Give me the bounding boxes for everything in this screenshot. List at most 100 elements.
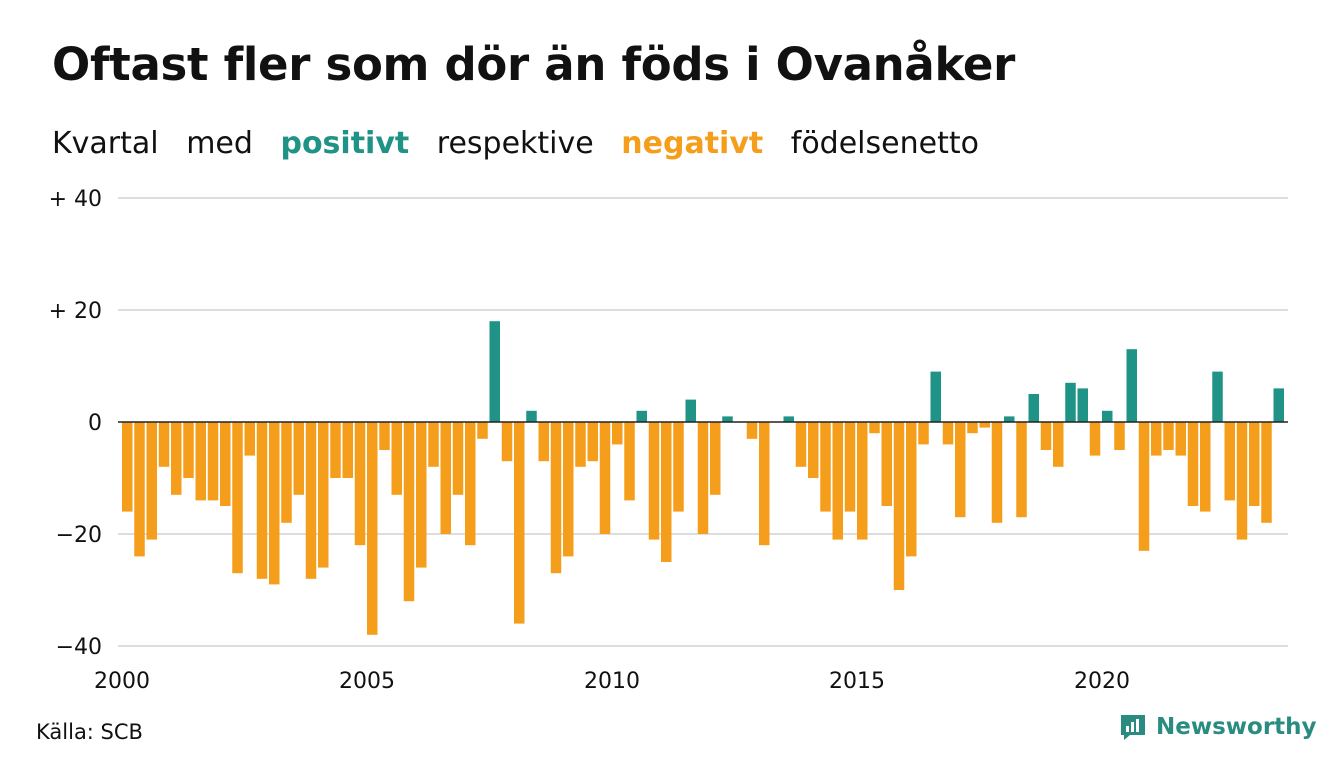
bar-positive [1102, 410, 1113, 422]
bar-negative [661, 422, 672, 562]
bars [122, 321, 1284, 635]
y-tick-label: 0 [88, 411, 102, 436]
bar-negative [171, 422, 182, 495]
bar-positive [685, 399, 696, 422]
bar-negative [146, 422, 157, 540]
brand-name: Newsworthy [1156, 714, 1317, 740]
bar-negative [440, 422, 451, 534]
bar-negative [550, 422, 562, 574]
bar-negative [906, 422, 917, 557]
bar-negative [575, 422, 586, 467]
bar-positive [489, 321, 500, 422]
bar-negative [477, 422, 488, 439]
bar-negative [746, 422, 758, 439]
bar-negative [367, 422, 378, 635]
bar-negative [403, 422, 415, 602]
bar-negative [354, 422, 366, 546]
bar-negative [1175, 422, 1186, 456]
y-tick-label: −20 [56, 523, 102, 548]
bar-negative [967, 422, 978, 434]
newsworthy-logo-icon [1121, 715, 1145, 740]
bar-negative [844, 422, 856, 512]
bar-negative [979, 422, 990, 428]
chart-subtitle: Kvartal med positivt respektive negativt… [52, 126, 997, 161]
y-tick-label: −40 [56, 635, 102, 660]
bar-negative [869, 422, 880, 434]
bar-negative [942, 422, 954, 445]
bar-negative [1089, 422, 1101, 456]
chart-title: Oftast fler som dör än föds i Ovanåker [52, 38, 1015, 91]
bar-negative [563, 422, 574, 557]
subtitle-positive-label: positivt [280, 126, 410, 161]
bar-positive [526, 410, 537, 422]
bar-negative [612, 422, 623, 445]
bar-negative [538, 422, 549, 462]
bar-negative [514, 422, 525, 624]
source-note: Källa: SCB [36, 720, 143, 744]
bar-negative [918, 422, 929, 445]
bar-negative [281, 422, 292, 523]
bar-negative [1163, 422, 1174, 450]
bar-negative [183, 422, 194, 478]
bar-negative [1187, 422, 1199, 506]
bar-negative [416, 422, 427, 568]
bar-negative [158, 422, 170, 467]
bar-negative [893, 422, 905, 590]
bar-negative [465, 422, 476, 546]
subtitle-word: med [186, 126, 253, 161]
bar-negative [857, 422, 868, 540]
bar-positive [1065, 382, 1076, 422]
y-tick-label: + 40 [49, 187, 102, 212]
bar-positive [1212, 371, 1223, 422]
x-tick-label: 2015 [829, 669, 885, 694]
bar-negative [1151, 422, 1162, 456]
x-tick-label: 2005 [339, 669, 395, 694]
x-tick-label: 2010 [584, 669, 640, 694]
bar-negative [342, 422, 353, 478]
bar-negative [1016, 422, 1027, 518]
bar-negative [256, 422, 268, 579]
bar-negative [832, 422, 843, 540]
bar-negative [1261, 422, 1272, 523]
bar-positive [1004, 416, 1015, 422]
bar-negative [881, 422, 892, 506]
bar-negative [1249, 422, 1260, 506]
bar-negative [587, 422, 598, 462]
bar-negative [624, 422, 635, 501]
bar-negative [452, 422, 464, 495]
subtitle-word: Kvartal [52, 126, 159, 161]
bar-negative [1236, 422, 1248, 540]
subtitle-word: respektive [436, 126, 594, 161]
bar-negative [710, 422, 721, 495]
bar-negative [391, 422, 402, 495]
bar-negative [1200, 422, 1211, 512]
bar-negative [1114, 422, 1125, 450]
bar-chart: + 40 + 20 0 −20 −40 2000 2005 2010 2015 2020 [49, 187, 1288, 694]
bar-negative [759, 422, 770, 546]
bar-negative [244, 422, 255, 456]
bar-negative [648, 422, 660, 540]
y-tick-label: + 20 [49, 299, 102, 324]
bar-negative [305, 422, 317, 579]
bar-negative [428, 422, 439, 467]
bar-negative [293, 422, 304, 495]
bar-negative [808, 422, 819, 478]
bar-negative [269, 422, 280, 585]
bar-positive [1273, 388, 1284, 422]
bar-negative [673, 422, 684, 512]
bar-negative [1053, 422, 1064, 467]
bar-positive [1077, 388, 1088, 422]
bar-negative [134, 422, 145, 557]
bar-positive [722, 416, 733, 422]
bar-negative [122, 422, 133, 512]
bar-negative [991, 422, 1003, 523]
bar-negative [1138, 422, 1150, 551]
bar-positive [783, 416, 794, 422]
x-tick-label: 2020 [1074, 669, 1130, 694]
bar-negative [220, 422, 231, 506]
bar-positive [1126, 349, 1137, 422]
subtitle-negative-label: negativt [621, 126, 764, 161]
bar-negative [1040, 422, 1052, 450]
bar-positive [1028, 394, 1039, 422]
bar-negative [501, 422, 513, 462]
